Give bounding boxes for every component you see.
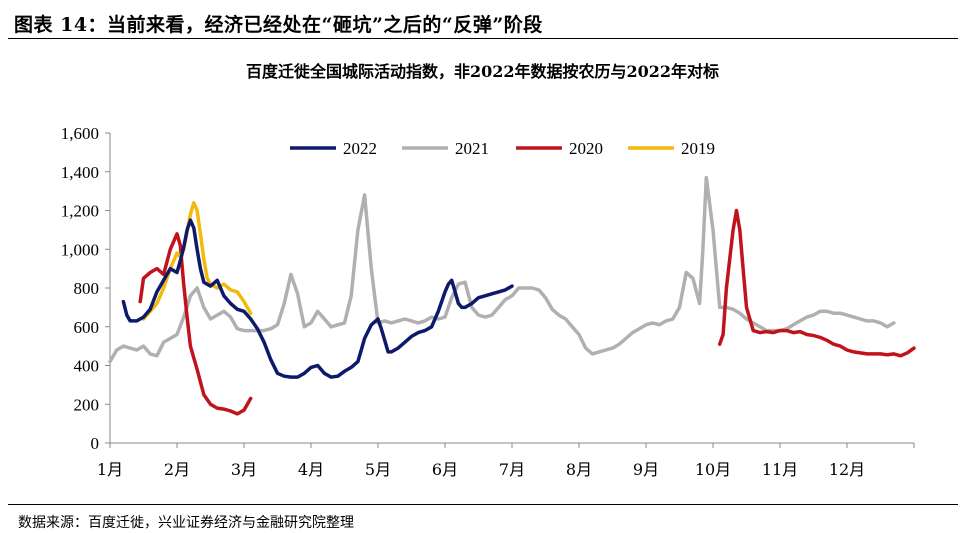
- x-tick-label: 6月: [432, 460, 458, 479]
- y-tick-label: 0: [91, 434, 100, 453]
- footer-divider: [8, 504, 958, 505]
- series-line-2020: [138, 208, 916, 416]
- y-tick-label: 800: [74, 279, 100, 298]
- y-tick-label: 1,000: [61, 240, 99, 259]
- x-tick-label: 2月: [164, 460, 190, 479]
- x-tick-label: 3月: [231, 460, 257, 479]
- y-tick-label: 1,600: [61, 124, 99, 143]
- x-tick-label: 10月: [695, 460, 731, 479]
- series-line-2022: [121, 218, 514, 379]
- y-tick-label: 600: [74, 318, 100, 337]
- x-tick-label: 12月: [829, 460, 865, 479]
- x-tick-label: 8月: [566, 460, 592, 479]
- legend-label-2021: 2021: [455, 139, 489, 158]
- legend-label-2020: 2020: [569, 139, 603, 158]
- x-tick-label: 1月: [97, 460, 123, 479]
- x-tick-label: 7月: [499, 460, 525, 479]
- x-tick-label: 11月: [762, 460, 798, 479]
- chart-title: 百度迁徙全国城际活动指数，非2022年数据按农历与2022年对标: [245, 62, 720, 81]
- y-tick-label: 1,200: [61, 202, 99, 221]
- figure-title: 图表 14：当前来看，经济已经处在“砸坑”之后的“反弹”阶段: [14, 14, 543, 36]
- chart-legend: 2022 2021 2020 2019: [290, 139, 715, 158]
- y-tick-label: 1,400: [61, 163, 99, 182]
- chart-series: [108, 175, 916, 416]
- data-source-note: 数据来源：百度迁徙，兴业证券经济与金融研究院整理: [18, 515, 354, 531]
- y-tick-label: 200: [74, 395, 100, 414]
- x-tick-label: 9月: [633, 460, 659, 479]
- x-tick-label: 4月: [298, 460, 324, 479]
- x-tick-label: 5月: [365, 460, 391, 479]
- chart-ticks: 0 200 400 600 800 1,000 1,200 1,400 1,600 1月 2月 3月 4…: [61, 124, 915, 479]
- series-line-2021: [108, 175, 896, 364]
- series-line-2019: [141, 201, 253, 321]
- figure-header: 图表 14：当前来看，经济已经处在“砸坑”之后的“反弹”阶段: [8, 6, 958, 39]
- legend-label-2019: 2019: [681, 139, 715, 158]
- legend-label-2022: 2022: [343, 139, 377, 158]
- y-tick-label: 400: [74, 357, 100, 376]
